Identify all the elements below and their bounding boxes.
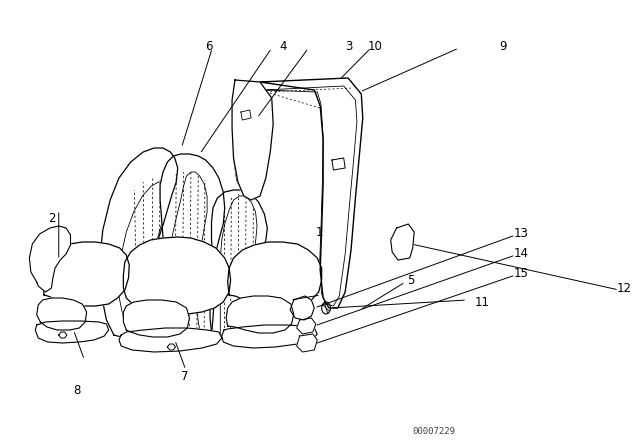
Polygon shape bbox=[99, 148, 178, 342]
Polygon shape bbox=[119, 328, 222, 352]
Text: 4: 4 bbox=[279, 39, 287, 52]
Polygon shape bbox=[160, 154, 225, 340]
Text: 9: 9 bbox=[499, 39, 507, 52]
Text: 7: 7 bbox=[181, 370, 189, 383]
Polygon shape bbox=[59, 332, 67, 338]
Text: 14: 14 bbox=[514, 246, 529, 259]
Text: 13: 13 bbox=[514, 227, 529, 240]
Polygon shape bbox=[168, 344, 175, 350]
Text: 2: 2 bbox=[48, 211, 55, 224]
Polygon shape bbox=[36, 298, 86, 330]
Polygon shape bbox=[390, 224, 414, 260]
Polygon shape bbox=[222, 325, 317, 348]
Polygon shape bbox=[228, 242, 322, 308]
Polygon shape bbox=[43, 242, 129, 306]
Polygon shape bbox=[232, 80, 273, 200]
Polygon shape bbox=[124, 300, 189, 337]
Text: 11: 11 bbox=[475, 296, 490, 309]
Polygon shape bbox=[29, 226, 70, 292]
Polygon shape bbox=[297, 334, 317, 352]
Text: 12: 12 bbox=[617, 281, 632, 294]
Polygon shape bbox=[241, 110, 251, 120]
Text: 1: 1 bbox=[316, 225, 323, 238]
Text: 10: 10 bbox=[367, 39, 382, 52]
Text: 6: 6 bbox=[205, 39, 213, 52]
Polygon shape bbox=[297, 318, 316, 334]
Polygon shape bbox=[211, 190, 268, 340]
Text: 00007229: 00007229 bbox=[412, 427, 455, 436]
Polygon shape bbox=[124, 237, 230, 314]
Text: 5: 5 bbox=[408, 273, 415, 287]
Polygon shape bbox=[35, 321, 109, 343]
Text: 3: 3 bbox=[345, 39, 353, 52]
Polygon shape bbox=[290, 296, 314, 320]
Polygon shape bbox=[332, 158, 345, 170]
Text: 15: 15 bbox=[514, 267, 529, 280]
Polygon shape bbox=[226, 296, 294, 333]
Text: 8: 8 bbox=[74, 383, 81, 396]
Polygon shape bbox=[260, 78, 363, 308]
